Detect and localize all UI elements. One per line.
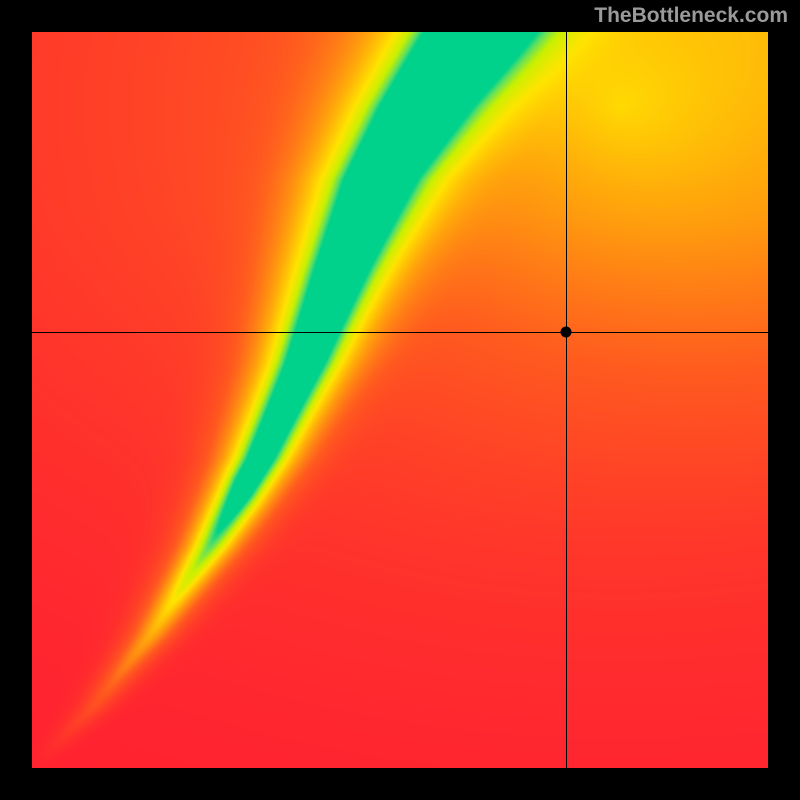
- heatmap-chart: [32, 32, 768, 768]
- crosshair-horizontal: [32, 332, 768, 333]
- marker-dot: [560, 326, 571, 337]
- watermark-text: TheBottleneck.com: [594, 4, 788, 28]
- crosshair-vertical: [566, 32, 567, 768]
- heatmap-canvas: [32, 32, 768, 768]
